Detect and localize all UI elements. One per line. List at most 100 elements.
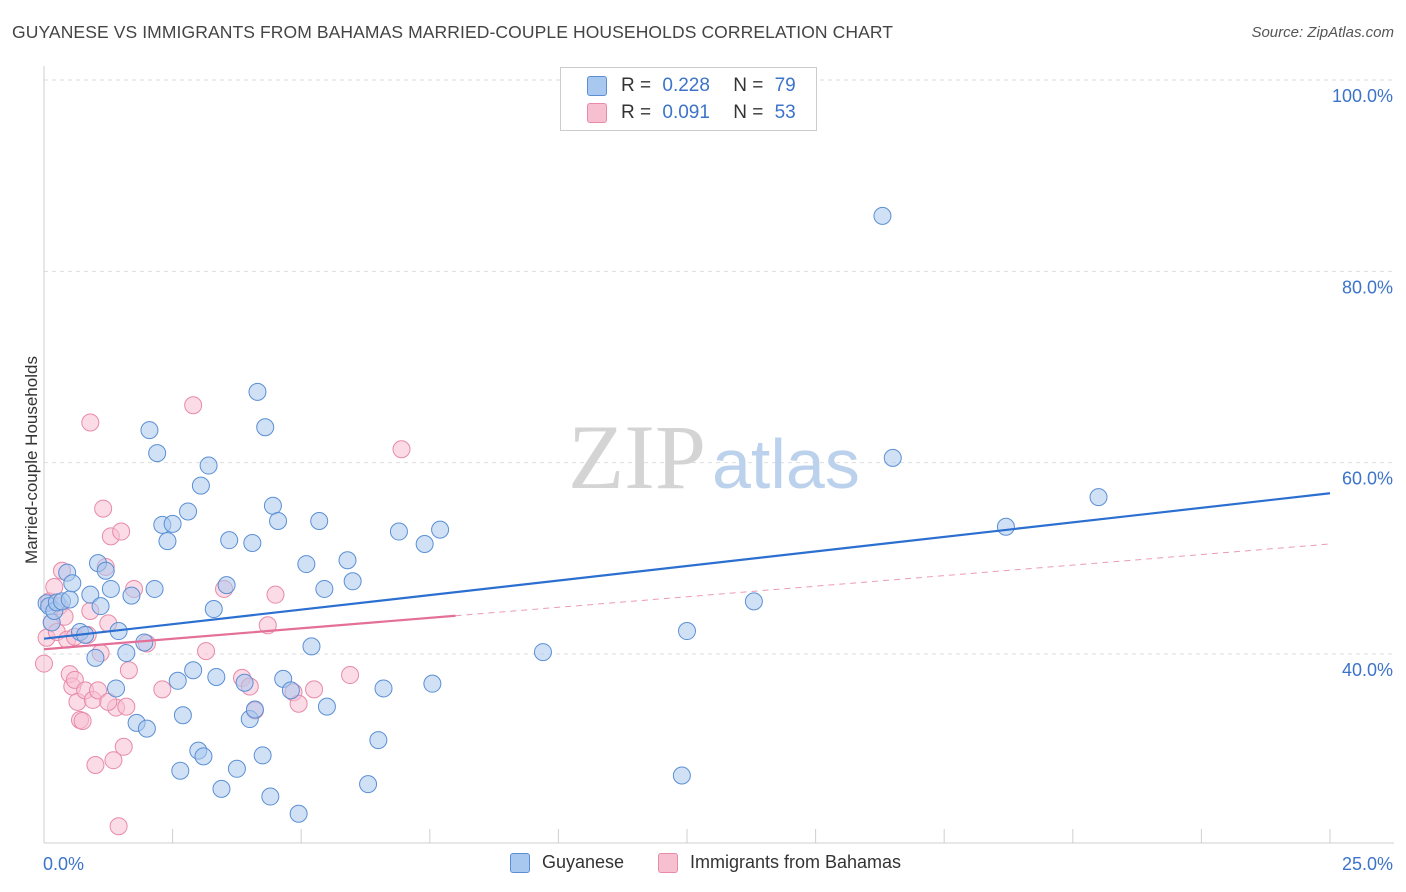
data-point-guyanese (289, 804, 308, 823)
data-point-guyanese (199, 456, 218, 475)
chart-source: Source: ZipAtlas.com (1251, 24, 1394, 41)
data-point-guyanese (179, 502, 198, 521)
data-point-guyanese (235, 673, 254, 692)
data-point-guyanese (310, 512, 329, 531)
data-point-guyanese (369, 731, 388, 750)
data-point-guyanese (423, 674, 442, 693)
data-point-guyanese (996, 517, 1015, 536)
data-point-guyanese (533, 643, 552, 662)
axes (43, 66, 1394, 844)
r-value: 0.228 (662, 75, 710, 96)
data-point-guyanese (148, 444, 167, 463)
y-tick-label: 60.0% (1342, 469, 1393, 489)
stats-row-bahamas: R = 0.091 N = 53 (587, 101, 796, 125)
data-point-guyanese (117, 644, 136, 663)
legend-item-bahamas: Immigrants from Bahamas (658, 852, 901, 873)
trend-line-bahamas-extension (455, 543, 1331, 617)
data-point-guyanese (415, 534, 434, 553)
data-point-guyanese (86, 648, 105, 667)
data-point-guyanese (204, 600, 223, 619)
data-point-guyanese (315, 579, 334, 598)
data-point-bahamas (305, 680, 324, 699)
data-point-bahamas (153, 680, 172, 699)
watermark-atlas: atlas (712, 425, 860, 503)
data-point-bahamas (94, 499, 113, 518)
data-point-guyanese (81, 585, 100, 604)
data-point-guyanese (248, 382, 267, 401)
data-point-guyanese (672, 766, 691, 785)
watermark-zip: ZIP (568, 406, 706, 508)
data-point-guyanese (873, 206, 892, 225)
data-point-guyanese (1089, 488, 1108, 507)
data-point-guyanese (194, 747, 213, 766)
grid-lines (44, 79, 1394, 655)
legend-label-guyanese: Guyanese (542, 852, 625, 872)
data-point-guyanese (343, 572, 362, 591)
r-value: 0.091 (662, 102, 710, 123)
y-tick-label: 40.0% (1342, 660, 1393, 680)
data-point-bahamas (119, 661, 138, 680)
trend-lines (43, 492, 1331, 651)
trend-line-bahamas (43, 614, 456, 651)
x-tick-label-min: 0.0% (43, 854, 84, 874)
data-point-bahamas (392, 440, 411, 459)
data-point-guyanese (217, 576, 236, 595)
x-tick-label-max: 25.0% (1342, 854, 1393, 874)
data-point-guyanese (359, 775, 378, 794)
r-label: R = (621, 102, 652, 123)
data-point-guyanese (207, 667, 226, 686)
axis-labels: 40.0% 60.0% 80.0% 100.0% 0.0% 25.0% Married-co… (22, 86, 1393, 874)
stats-row-guyanese: R = 0.228 N = 79 (587, 74, 796, 98)
data-point-guyanese (338, 551, 357, 570)
data-point-bahamas (289, 694, 308, 713)
data-point-bahamas (86, 755, 105, 774)
data-point-guyanese (173, 706, 192, 725)
data-point-guyanese (191, 476, 210, 495)
data-point-guyanese (122, 586, 141, 605)
data-point-bahamas (81, 413, 100, 432)
data-point-guyanese (263, 496, 282, 515)
data-point-bahamas (112, 522, 131, 541)
data-point-guyanese (302, 637, 321, 656)
data-point-bahamas (114, 737, 133, 756)
data-point-bahamas (109, 817, 128, 836)
data-point-guyanese (101, 579, 120, 598)
data-point-guyanese (243, 534, 262, 553)
data-point-bahamas (117, 697, 136, 716)
legend-label-bahamas: Immigrants from Bahamas (690, 852, 902, 872)
data-point-guyanese (245, 700, 264, 719)
data-point-guyanese (883, 448, 902, 467)
watermark: ZIP atlas (568, 406, 860, 508)
data-point-bahamas (35, 654, 53, 673)
data-point-guyanese (96, 561, 115, 580)
data-point-guyanese (431, 520, 450, 539)
data-point-bahamas (258, 616, 277, 635)
data-point-bahamas (73, 711, 92, 730)
data-point-guyanese (60, 590, 79, 609)
data-point-guyanese (168, 671, 187, 690)
data-point-guyanese (317, 697, 336, 716)
data-point-guyanese (184, 661, 203, 680)
data-point-guyanese (145, 579, 164, 598)
chart-title: GUYANESE VS IMMIGRANTS FROM BAHAMAS MARR… (12, 22, 894, 42)
data-point-guyanese (212, 779, 231, 798)
legend-swatch-guyanese (510, 852, 530, 873)
y-tick-label: 80.0% (1342, 277, 1393, 297)
data-point-guyanese (163, 514, 182, 533)
data-point-guyanese (678, 622, 696, 641)
data-point-guyanese (137, 719, 156, 738)
data-point-guyanese (171, 761, 190, 780)
data-point-guyanese (269, 512, 288, 531)
n-label: N = (733, 102, 764, 123)
y-axis-label: Married-couple Households (22, 356, 41, 564)
data-point-guyanese (389, 522, 408, 541)
data-point-guyanese (281, 681, 300, 700)
data-point-bahamas (197, 642, 216, 661)
n-label: N = (733, 75, 764, 96)
n-value: 79 (774, 75, 796, 96)
y-tick-label: 100.0% (1332, 86, 1393, 106)
data-point-guyanese (220, 531, 239, 550)
data-point-guyanese (256, 418, 275, 437)
data-point-guyanese (91, 597, 110, 616)
